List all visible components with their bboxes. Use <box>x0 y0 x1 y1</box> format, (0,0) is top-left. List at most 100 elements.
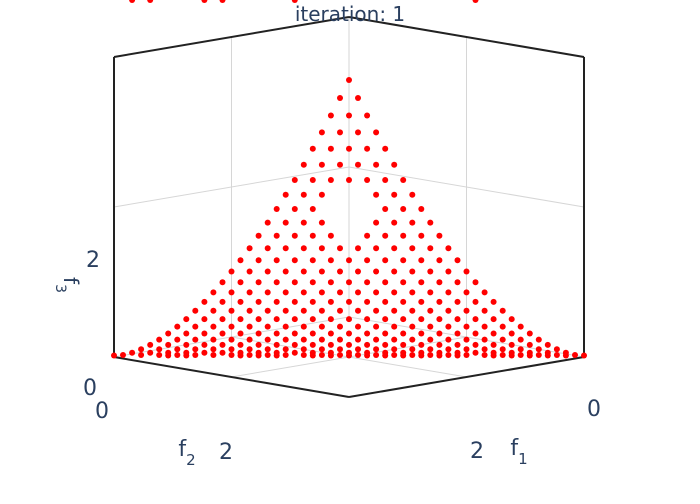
data-point <box>291 341 298 348</box>
data-point <box>517 346 524 353</box>
data-point <box>300 346 307 353</box>
data-point <box>228 336 235 343</box>
data-point <box>463 307 470 314</box>
data-point <box>138 346 145 353</box>
data-point <box>264 352 271 358</box>
data-point <box>246 307 253 314</box>
data-point <box>192 336 199 343</box>
data-point <box>436 257 443 264</box>
data-point <box>309 177 316 183</box>
data-point <box>409 346 416 353</box>
data-point <box>400 279 407 286</box>
data-point <box>246 336 253 343</box>
data-point <box>427 323 434 330</box>
data-point <box>246 289 253 296</box>
data-point <box>454 352 461 359</box>
box-edge <box>348 16 585 58</box>
data-point <box>373 307 380 314</box>
data-point <box>382 177 389 183</box>
data-point <box>183 341 190 348</box>
data-point <box>463 346 470 353</box>
data-point <box>346 177 352 183</box>
data-point <box>382 316 389 323</box>
data-point <box>228 352 235 358</box>
data-point <box>309 206 316 212</box>
data-point <box>318 289 325 296</box>
data-point <box>192 307 199 314</box>
data-point <box>391 289 398 296</box>
data-point <box>481 289 488 296</box>
data-point <box>364 232 371 239</box>
data-point <box>400 177 407 183</box>
data-point <box>147 0 154 3</box>
data-point <box>246 268 253 275</box>
data-point <box>346 298 352 305</box>
data-point <box>174 352 181 358</box>
data-point <box>472 349 479 356</box>
data-point <box>210 336 217 343</box>
data-point <box>373 245 380 252</box>
data-point <box>237 298 244 305</box>
data-point <box>219 316 226 323</box>
chart-title: iteration: 1 <box>294 2 406 26</box>
data-point <box>291 0 298 3</box>
data-point <box>364 112 371 119</box>
data-point <box>273 352 280 359</box>
data-point <box>391 268 398 275</box>
data-point <box>210 289 217 296</box>
data-point <box>300 352 307 358</box>
data-points <box>111 0 587 359</box>
data-point <box>291 206 298 212</box>
data-point <box>309 257 316 264</box>
data-point <box>246 352 253 358</box>
data-point <box>318 219 325 226</box>
data-point <box>246 323 253 330</box>
data-point <box>490 330 497 337</box>
data-point <box>147 341 154 348</box>
data-point <box>228 268 235 275</box>
data-point <box>309 316 316 323</box>
box-edge <box>113 356 350 398</box>
data-point <box>282 352 289 358</box>
data-point <box>318 245 325 252</box>
data-point <box>427 289 434 296</box>
data-point <box>382 206 389 212</box>
data-point <box>291 232 298 239</box>
data-point <box>291 279 298 286</box>
data-point <box>400 232 407 239</box>
data-point <box>499 323 506 330</box>
data-point <box>291 316 298 323</box>
data-point <box>400 257 407 264</box>
data-point <box>364 330 371 337</box>
data-point <box>291 177 298 183</box>
data-point <box>264 219 271 226</box>
data-point <box>318 323 325 330</box>
data-point <box>364 177 371 183</box>
data-point <box>535 346 542 353</box>
data-point <box>273 279 280 286</box>
data-point <box>364 145 371 152</box>
data-point <box>355 245 361 252</box>
data-point <box>201 0 208 3</box>
data-point <box>490 316 497 323</box>
data-point <box>337 95 343 101</box>
data-point <box>382 341 389 348</box>
data-point <box>409 307 416 314</box>
data-point <box>355 268 361 275</box>
data-point <box>192 352 199 358</box>
data-point <box>418 257 425 264</box>
data-point <box>445 352 452 358</box>
data-point <box>309 232 316 239</box>
data-point <box>454 330 461 337</box>
data-point <box>436 341 443 348</box>
data-point <box>472 316 479 323</box>
data-point <box>382 145 389 152</box>
data-point <box>273 232 280 239</box>
data-point <box>327 341 334 348</box>
data-point <box>327 279 334 286</box>
data-point <box>391 346 398 353</box>
data-point <box>373 323 380 330</box>
data-point <box>517 352 524 358</box>
data-point <box>373 289 380 296</box>
